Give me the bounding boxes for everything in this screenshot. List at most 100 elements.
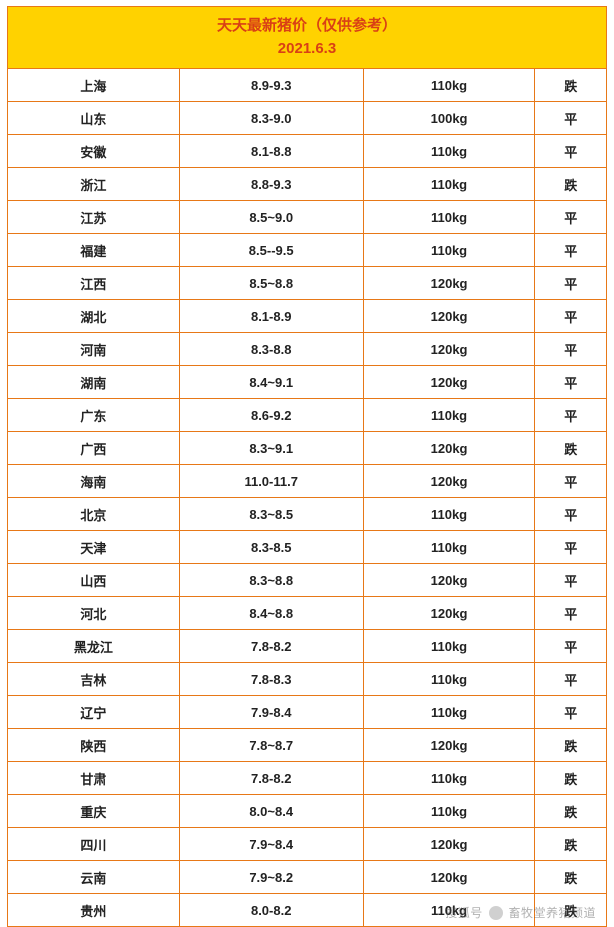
price-cell: 8.0~8.4 xyxy=(179,795,363,828)
price-cell: 8.4~9.1 xyxy=(179,366,363,399)
weight-cell: 110kg xyxy=(363,168,535,201)
table-row: 辽宁7.9-8.4110kg平 xyxy=(8,696,607,729)
price-cell: 7.9-8.4 xyxy=(179,696,363,729)
price-cell: 7.8-8.3 xyxy=(179,663,363,696)
region-cell: 福建 xyxy=(8,234,180,267)
trend-cell: 跌 xyxy=(535,432,607,465)
table-row: 广西8.3~9.1120kg跌 xyxy=(8,432,607,465)
trend-cell: 跌 xyxy=(535,729,607,762)
price-cell: 8.5~8.8 xyxy=(179,267,363,300)
region-cell: 湖南 xyxy=(8,366,180,399)
table-row: 河北8.4~8.8120kg平 xyxy=(8,597,607,630)
trend-cell: 跌 xyxy=(535,762,607,795)
title-line-2: 2021.6.3 xyxy=(12,38,602,61)
region-cell: 安徽 xyxy=(8,135,180,168)
table-row: 海南11.0-11.7120kg平 xyxy=(8,465,607,498)
table-title-cell: 天天最新猪价（仅供参考） 2021.6.3 xyxy=(8,7,607,69)
price-cell: 8.3~8.8 xyxy=(179,564,363,597)
price-cell: 8.3-8.8 xyxy=(179,333,363,366)
table-row: 上海8.9-9.3110kg跌 xyxy=(8,69,607,102)
region-cell: 重庆 xyxy=(8,795,180,828)
region-cell: 云南 xyxy=(8,861,180,894)
region-cell: 天津 xyxy=(8,531,180,564)
weight-cell: 110kg xyxy=(363,135,535,168)
weight-cell: 110kg xyxy=(363,531,535,564)
trend-cell: 平 xyxy=(535,201,607,234)
price-cell: 7.8-8.2 xyxy=(179,630,363,663)
table-row: 云南7.9~8.2120kg跌 xyxy=(8,861,607,894)
weight-cell: 120kg xyxy=(363,828,535,861)
table-row: 贵州8.0-8.2110kg跌 xyxy=(8,894,607,927)
region-cell: 山西 xyxy=(8,564,180,597)
trend-cell: 跌 xyxy=(535,861,607,894)
weight-cell: 100kg xyxy=(363,102,535,135)
trend-cell: 跌 xyxy=(535,795,607,828)
weight-cell: 110kg xyxy=(363,201,535,234)
weight-cell: 110kg xyxy=(363,69,535,102)
table-row: 甘肃7.8-8.2110kg跌 xyxy=(8,762,607,795)
region-cell: 山东 xyxy=(8,102,180,135)
table-row: 江西8.5~8.8120kg平 xyxy=(8,267,607,300)
weight-cell: 120kg xyxy=(363,432,535,465)
weight-cell: 110kg xyxy=(363,795,535,828)
trend-cell: 平 xyxy=(535,102,607,135)
table-row: 北京8.3~8.5110kg平 xyxy=(8,498,607,531)
weight-cell: 110kg xyxy=(363,234,535,267)
price-cell: 7.8-8.2 xyxy=(179,762,363,795)
table-row: 黑龙江7.8-8.2110kg平 xyxy=(8,630,607,663)
trend-cell: 平 xyxy=(535,630,607,663)
weight-cell: 120kg xyxy=(363,366,535,399)
region-cell: 海南 xyxy=(8,465,180,498)
trend-cell: 跌 xyxy=(535,168,607,201)
weight-cell: 120kg xyxy=(363,465,535,498)
table-row: 山东8.3-9.0100kg平 xyxy=(8,102,607,135)
region-cell: 贵州 xyxy=(8,894,180,927)
price-cell: 8.1-8.9 xyxy=(179,300,363,333)
price-cell: 8.5~9.0 xyxy=(179,201,363,234)
table-header-row: 天天最新猪价（仅供参考） 2021.6.3 xyxy=(8,7,607,69)
trend-cell: 平 xyxy=(535,531,607,564)
price-cell: 8.5--9.5 xyxy=(179,234,363,267)
table-row: 陕西7.8~8.7120kg跌 xyxy=(8,729,607,762)
pig-price-table: 天天最新猪价（仅供参考） 2021.6.3 上海8.9-9.3110kg跌山东8… xyxy=(7,6,607,927)
trend-cell: 平 xyxy=(535,399,607,432)
price-cell: 8.0-8.2 xyxy=(179,894,363,927)
trend-cell: 平 xyxy=(535,333,607,366)
trend-cell: 平 xyxy=(535,366,607,399)
table-row: 河南8.3-8.8120kg平 xyxy=(8,333,607,366)
table-row: 重庆8.0~8.4110kg跌 xyxy=(8,795,607,828)
region-cell: 上海 xyxy=(8,69,180,102)
weight-cell: 120kg xyxy=(363,267,535,300)
region-cell: 广东 xyxy=(8,399,180,432)
table-row: 安徽8.1-8.8110kg平 xyxy=(8,135,607,168)
region-cell: 浙江 xyxy=(8,168,180,201)
price-cell: 8.6-9.2 xyxy=(179,399,363,432)
trend-cell: 平 xyxy=(535,300,607,333)
weight-cell: 110kg xyxy=(363,630,535,663)
price-cell: 8.8-9.3 xyxy=(179,168,363,201)
table-row: 山西8.3~8.8120kg平 xyxy=(8,564,607,597)
region-cell: 陕西 xyxy=(8,729,180,762)
region-cell: 湖北 xyxy=(8,300,180,333)
weight-cell: 120kg xyxy=(363,729,535,762)
weight-cell: 120kg xyxy=(363,333,535,366)
trend-cell: 平 xyxy=(535,663,607,696)
table-row: 福建8.5--9.5110kg平 xyxy=(8,234,607,267)
table-row: 天津8.3-8.5110kg平 xyxy=(8,531,607,564)
price-cell: 8.4~8.8 xyxy=(179,597,363,630)
weight-cell: 120kg xyxy=(363,597,535,630)
trend-cell: 平 xyxy=(535,564,607,597)
price-cell: 7.9~8.4 xyxy=(179,828,363,861)
table-row: 四川7.9~8.4120kg跌 xyxy=(8,828,607,861)
trend-cell: 平 xyxy=(535,465,607,498)
table-row: 湖北8.1-8.9120kg平 xyxy=(8,300,607,333)
title-line-1: 天天最新猪价（仅供参考） xyxy=(12,15,602,38)
table-body: 上海8.9-9.3110kg跌山东8.3-9.0100kg平安徽8.1-8.81… xyxy=(8,69,607,927)
weight-cell: 110kg xyxy=(363,498,535,531)
weight-cell: 110kg xyxy=(363,696,535,729)
table-row: 浙江8.8-9.3110kg跌 xyxy=(8,168,607,201)
price-cell: 7.8~8.7 xyxy=(179,729,363,762)
weight-cell: 110kg xyxy=(363,894,535,927)
region-cell: 河北 xyxy=(8,597,180,630)
weight-cell: 110kg xyxy=(363,663,535,696)
